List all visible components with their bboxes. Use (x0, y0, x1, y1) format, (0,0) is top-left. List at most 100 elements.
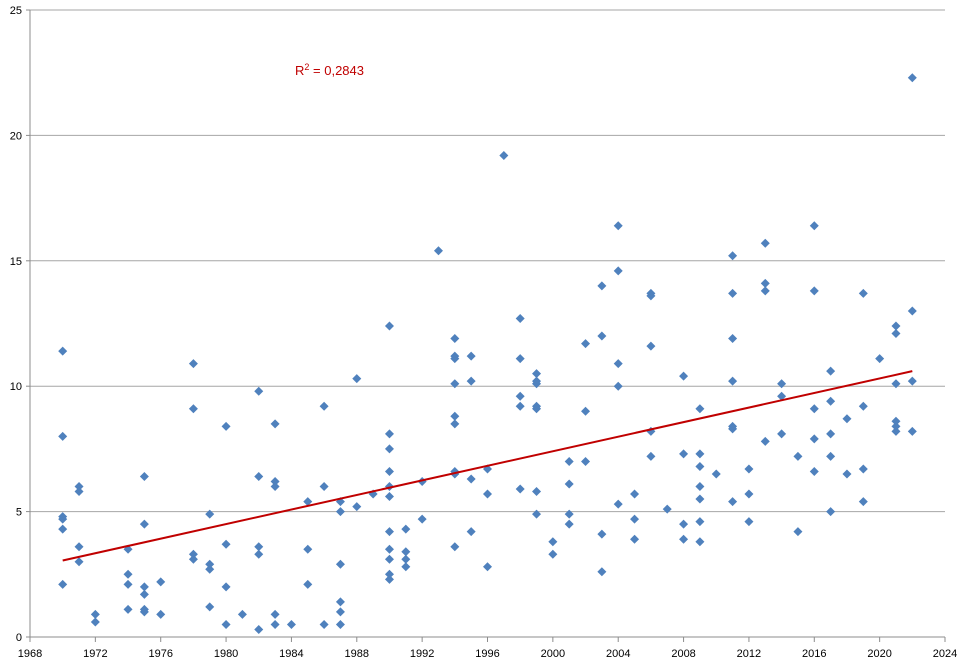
data-point (581, 456, 591, 466)
data-point (335, 507, 345, 517)
data-point (270, 419, 280, 429)
data-point (891, 421, 901, 431)
data-point (303, 497, 313, 507)
data-point (679, 371, 689, 381)
data-point (826, 451, 836, 461)
data-point (156, 577, 166, 587)
data-point (630, 514, 640, 524)
data-point (907, 73, 917, 83)
data-point (319, 482, 329, 492)
data-point (139, 519, 149, 529)
y-tick-label: 20 (10, 130, 22, 142)
data-point (907, 426, 917, 436)
data-point (205, 559, 215, 569)
data-point (270, 619, 280, 629)
data-point (303, 579, 313, 589)
data-point (613, 221, 623, 231)
data-point (809, 221, 819, 231)
data-point (270, 609, 280, 619)
data-point (744, 517, 754, 527)
x-tick-label: 1980 (214, 648, 238, 660)
data-point (433, 246, 443, 256)
data-point (613, 266, 623, 276)
data-point (809, 434, 819, 444)
r-squared-annotation: R2 = 0,2843 (295, 62, 364, 78)
data-point (679, 449, 689, 459)
data-point (286, 619, 296, 629)
data-point (401, 524, 411, 534)
data-point (384, 544, 394, 554)
data-point (809, 286, 819, 296)
data-point (74, 542, 84, 552)
data-point (891, 329, 901, 339)
data-point (123, 569, 133, 579)
data-point (646, 341, 656, 351)
y-tick-label: 0 (16, 632, 22, 644)
data-point (597, 331, 607, 341)
data-point (221, 421, 231, 431)
data-point (728, 334, 738, 344)
data-point (695, 537, 705, 547)
data-point (221, 619, 231, 629)
r-squared-superscript: 2 (304, 62, 309, 72)
data-point (450, 419, 460, 429)
data-point (384, 569, 394, 579)
data-point (744, 489, 754, 499)
data-point (532, 369, 542, 379)
x-tick-label: 2000 (541, 648, 565, 660)
data-point (515, 401, 525, 411)
r-squared-prefix: R (295, 63, 304, 78)
data-point (907, 376, 917, 386)
data-point (384, 321, 394, 331)
data-point (221, 582, 231, 592)
data-point (188, 554, 198, 564)
data-point (483, 562, 492, 572)
data-point (597, 281, 607, 291)
data-point (564, 456, 574, 466)
data-point (581, 406, 591, 416)
data-point (270, 482, 280, 492)
trendline-layer (62, 370, 913, 562)
data-point (335, 597, 345, 607)
data-point (597, 567, 607, 577)
y-tick-label: 25 (10, 5, 22, 17)
data-point (188, 549, 198, 559)
data-point (352, 502, 362, 512)
data-point (858, 288, 868, 298)
data-point (515, 354, 525, 364)
data-point (842, 469, 852, 479)
data-point (139, 589, 149, 599)
data-point (760, 278, 770, 288)
data-point (858, 464, 868, 474)
x-tick-label: 2008 (671, 648, 695, 660)
grid-layer (30, 9, 945, 513)
x-tick-label: 1976 (148, 648, 172, 660)
data-points-layer (58, 73, 917, 634)
trendline (62, 370, 913, 562)
x-tick-label: 1984 (279, 648, 303, 660)
data-point (123, 579, 133, 589)
data-point (826, 429, 836, 439)
data-point (891, 426, 901, 436)
data-point (205, 564, 215, 574)
y-tick-label: 5 (16, 507, 22, 519)
data-point (891, 416, 901, 426)
data-point (483, 489, 492, 499)
data-point (205, 602, 215, 612)
data-point (532, 487, 542, 497)
data-point (662, 504, 672, 514)
axis-layer: 0 5 10 15 20 25 1968 1972 1976 1980 1984 1988 1992 19… (10, 5, 957, 660)
data-point (303, 544, 313, 554)
data-point (335, 607, 345, 617)
x-tick-label: 1992 (410, 648, 434, 660)
data-point (728, 424, 738, 434)
data-point (335, 619, 345, 629)
x-tick-label: 2024 (933, 648, 957, 660)
data-point (401, 562, 411, 572)
data-point (139, 582, 149, 592)
data-point (777, 379, 787, 389)
data-point (679, 534, 689, 544)
data-point (564, 509, 574, 519)
